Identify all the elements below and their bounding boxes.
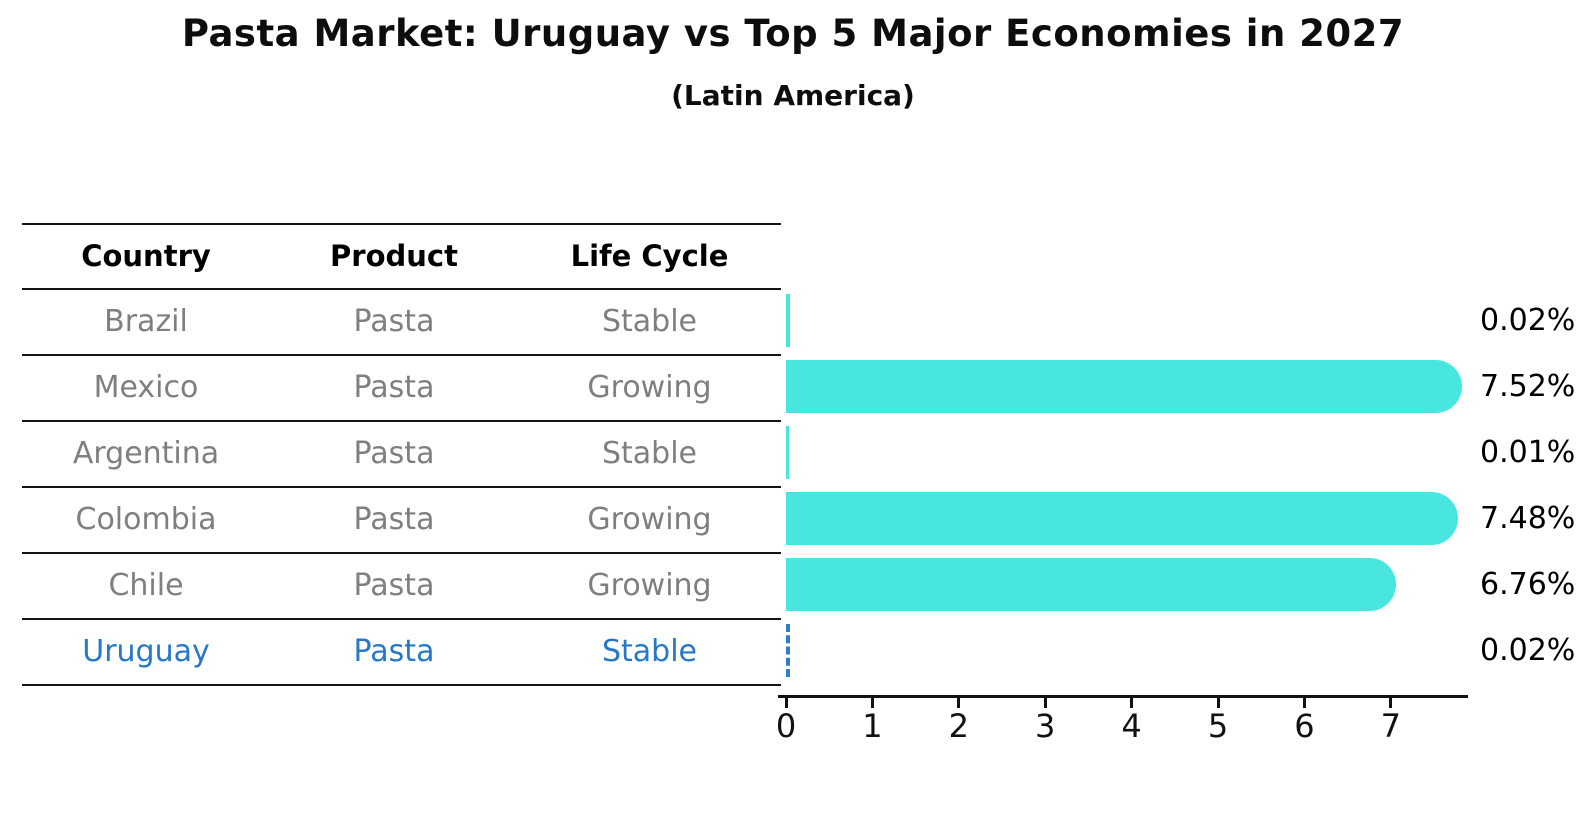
bar-chile	[786, 558, 1396, 611]
x-axis-tick	[784, 697, 788, 708]
x-tick-label: 6	[1294, 707, 1315, 745]
x-axis-tick	[1130, 697, 1134, 708]
x-axis-tick	[1043, 697, 1047, 708]
table-row: Colombia Pasta Growing	[22, 486, 781, 552]
cell-life-cycle: Growing	[587, 501, 712, 537]
cell-product: Pasta	[353, 633, 435, 669]
cell-life-cycle: Growing	[587, 567, 712, 603]
cell-country: Colombia	[75, 501, 217, 537]
cell-product: Pasta	[353, 303, 435, 339]
bar-mexico	[786, 360, 1462, 413]
x-axis-tick	[1389, 697, 1393, 708]
table-row: Mexico Pasta Growing	[22, 354, 781, 420]
bar-value-label: 0.02%	[1480, 633, 1576, 668]
x-tick-label: 0	[775, 707, 797, 745]
bar-value-label: 7.48%	[1480, 501, 1576, 536]
table-rule	[22, 223, 781, 225]
x-tick-label: 1	[862, 707, 883, 745]
table-row: Argentina Pasta Stable	[22, 420, 781, 486]
table-rule	[22, 354, 781, 356]
column-header-life-cycle: Life Cycle	[570, 238, 729, 273]
x-axis-tick	[957, 697, 961, 708]
table-rule	[22, 486, 781, 488]
x-tick-label: 2	[948, 707, 969, 745]
cell-life-cycle: Stable	[601, 303, 698, 339]
cell-life-cycle: Stable	[601, 435, 698, 471]
table-rule	[22, 684, 781, 686]
x-axis-tick	[1216, 697, 1220, 708]
bar-argentina	[786, 426, 789, 479]
x-tick-label: 4	[1121, 707, 1142, 745]
x-axis-tick	[1302, 697, 1306, 708]
cell-country: Mexico	[93, 369, 199, 405]
column-header-product: Product	[330, 238, 458, 273]
x-axis-line	[778, 695, 1468, 698]
table-rule	[22, 618, 781, 620]
cell-product: Pasta	[353, 435, 435, 471]
x-tick-label: 7	[1380, 707, 1401, 745]
table-rule	[22, 420, 781, 422]
bar-brazil	[786, 294, 790, 347]
bar-value-label: 6.76%	[1480, 567, 1576, 602]
x-tick-label: 3	[1035, 707, 1056, 745]
chart-title: Pasta Market: Uruguay vs Top 5 Major Eco…	[181, 12, 1405, 55]
table-row: Brazil Pasta Stable	[22, 288, 781, 354]
bar-value-label: 0.02%	[1480, 303, 1576, 338]
bar-value-label: 0.01%	[1480, 435, 1576, 470]
table-row: Chile Pasta Growing	[22, 552, 781, 618]
table-row: Uruguay Pasta Stable	[22, 618, 781, 684]
cell-life-cycle: Growing	[587, 369, 712, 405]
x-axis-tick	[870, 697, 874, 708]
chart-subtitle: (Latin America)	[671, 79, 915, 112]
x-tick-label: 5	[1207, 707, 1229, 745]
cell-country: Argentina	[72, 435, 220, 471]
cell-product: Pasta	[353, 501, 435, 537]
table-header-row: Country Product Life Cycle	[22, 223, 781, 288]
bar-value-label: 7.52%	[1480, 369, 1576, 404]
cell-product: Pasta	[353, 567, 435, 603]
cell-country: Brazil	[104, 303, 188, 339]
table-rule	[22, 288, 781, 290]
table-rule	[22, 552, 781, 554]
cell-life-cycle: Stable	[601, 633, 698, 669]
cell-product: Pasta	[353, 369, 435, 405]
bar-uruguay	[786, 624, 790, 677]
cell-country: Chile	[108, 567, 184, 603]
cell-country: Uruguay	[82, 633, 210, 669]
bar-colombia	[786, 492, 1458, 545]
column-header-country: Country	[81, 238, 211, 273]
